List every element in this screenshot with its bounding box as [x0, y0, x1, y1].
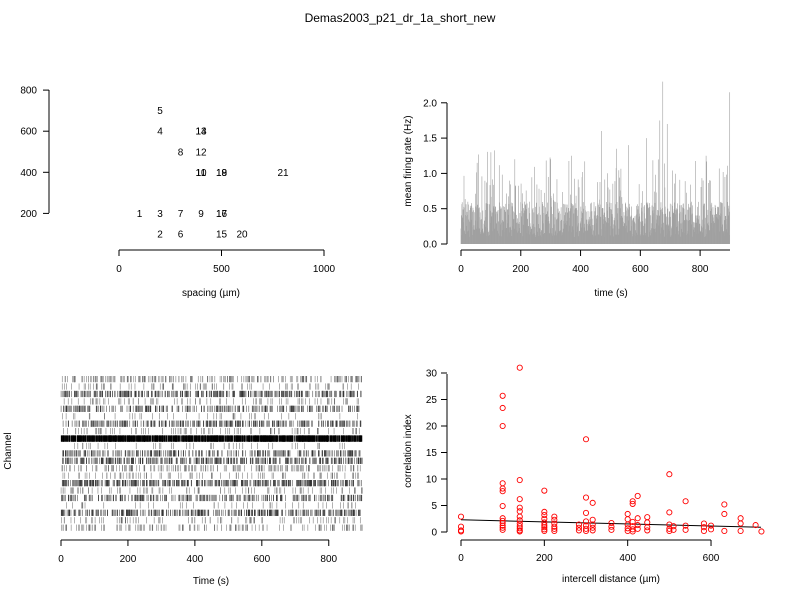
rate-y-label: mean firing rate (Hz): [403, 115, 414, 206]
layout-y-tick-label: 800: [20, 86, 37, 97]
raster-x-tick-label: 800: [320, 554, 337, 565]
electrode-label: 11: [196, 168, 207, 179]
layout-y-tick-label: 400: [20, 168, 37, 179]
raster-x-tick-label: 200: [120, 554, 137, 565]
raster-x-label: Time (s): [193, 576, 229, 587]
electrode-label: 7: [178, 209, 184, 220]
electrode-label: 19: [216, 168, 228, 179]
rate-x-tick-label: 0: [458, 264, 464, 275]
layout-y-tick-label: 200: [20, 209, 37, 220]
raster-x-tick-label: 600: [253, 554, 270, 565]
rate-y-tick-label: 1.0: [423, 169, 437, 180]
electrode-label: 2: [157, 229, 163, 240]
layout-x-tick-label: 0: [116, 264, 122, 275]
layout-x-tick-label: 1000: [313, 264, 336, 275]
spike-raster-panel: Time (s) Channel 0 200 400 600 800: [3, 376, 363, 587]
layout-x-tick-label: 500: [213, 264, 230, 275]
electrode-label: 17: [216, 209, 228, 220]
rate-y-tick-label: 1.5: [423, 134, 437, 145]
electrode-label: 3: [157, 209, 163, 220]
electrode-label: 16: [216, 209, 228, 220]
raster-x-tick-label: 0: [58, 554, 64, 565]
rate-x-tick-label: 200: [512, 264, 529, 275]
electrode-label: 1: [137, 209, 143, 220]
electrode-label: 15: [216, 229, 228, 240]
electrode-label: 21: [277, 168, 289, 179]
electrode-label: 10: [195, 168, 207, 179]
electrode-label: 13: [195, 127, 207, 138]
electrode-label: 4: [157, 127, 163, 138]
electrode-label: 18: [216, 168, 228, 179]
electrode-label: 14: [195, 127, 207, 138]
electrode-label: 12: [195, 147, 207, 158]
rate-y-tick-label: 2.0: [423, 98, 437, 109]
rate-x-tick-label: 400: [572, 264, 589, 275]
rate-y-tick-label: 0.0: [423, 240, 437, 251]
layout-y-tick-label: 600: [20, 127, 37, 138]
electrode-label: 8: [178, 147, 184, 158]
rate-y-tick-label: 0.5: [423, 204, 437, 215]
electrode-label: 6: [178, 229, 184, 240]
rate-x-tick-label: 800: [692, 264, 709, 275]
electrode-label: 5: [157, 106, 163, 117]
layout-x-label: spacing (µm): [182, 288, 240, 299]
raster-x-tick-label: 400: [187, 554, 204, 565]
raster-y-label: Channel: [3, 432, 14, 469]
rate-x-tick-label: 600: [632, 264, 649, 275]
electrode-label: 9: [198, 209, 204, 220]
electrode-layout-panel: spacing (µm) 0 500 10002004006008001234567…: [20, 86, 335, 299]
electrode-label: 20: [236, 229, 248, 240]
rate-x-label: time (s): [594, 288, 627, 299]
figure-title: Demas2003_p21_dr_1a_short_new: [305, 11, 496, 25]
firing-rate-panel: time (s) mean firing rate (Hz) 0 200 400 60…: [403, 81, 731, 299]
